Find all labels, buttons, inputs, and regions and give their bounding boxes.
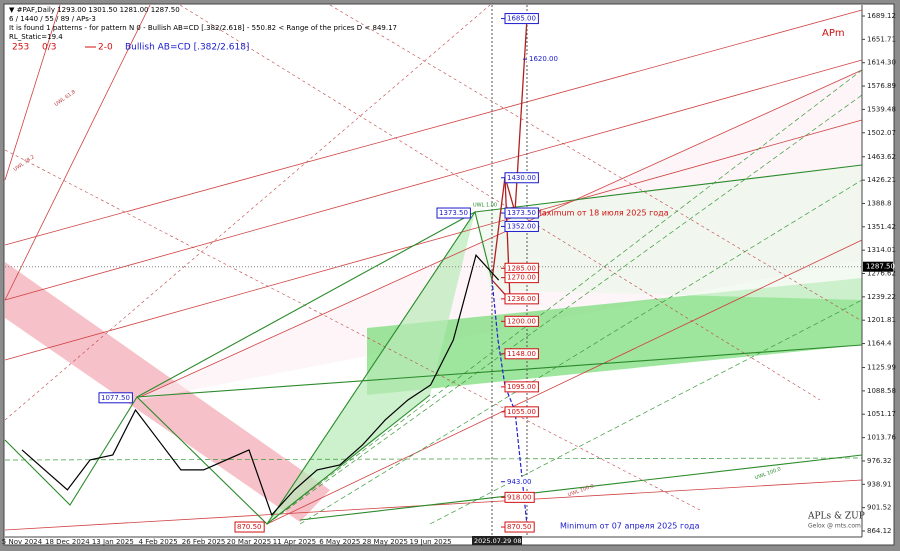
level-label: 918.00: [507, 493, 532, 501]
current-price-label: 1287.50: [866, 263, 895, 271]
level-box: [504, 272, 539, 284]
header-static: RL_Static=19.4: [9, 33, 63, 41]
y-tick-label: 1088.58: [867, 387, 896, 395]
fan-label: UWL 1.00: [473, 203, 497, 209]
x-tick-label: 26 Feb 2025: [182, 538, 226, 546]
cursor-time-tag: [472, 536, 522, 545]
level-box: [504, 521, 535, 533]
projection-blue: [491, 279, 528, 526]
corner-label: APm: [822, 28, 845, 39]
y-tick-label: 1426.21: [867, 176, 896, 184]
level-box: [504, 381, 539, 393]
level-label: 1373.50: [439, 209, 468, 217]
x-tick-label: 11 Apr 2025: [273, 538, 316, 546]
cursor-time: 2025.07.29 08:28: [474, 537, 532, 545]
dashed-fans: [4, 4, 861, 511]
y-tick-label: 901.52: [867, 504, 892, 512]
y-tick-label: 938.91: [867, 480, 892, 488]
y-tick-label: 1013.76: [867, 434, 896, 442]
level-box: [505, 476, 535, 487]
y-tick-label: 976.32: [867, 457, 892, 465]
header-params: 6 / 1440 / 55 / 89 / APs-3: [9, 15, 96, 23]
y-tick-label: 1651.71: [867, 35, 896, 43]
level-label: 1685.00: [507, 15, 536, 23]
pattern-count: 253: [12, 43, 29, 53]
level-box: [98, 392, 133, 404]
level-box: [504, 172, 539, 184]
level-label: 1236.00: [507, 295, 536, 303]
level-box: [234, 521, 265, 533]
y-tick-label: 1689.12: [867, 12, 896, 20]
current-price-tag: [863, 261, 893, 272]
y-tick-label: 1314.01: [867, 246, 896, 254]
level-box: [436, 207, 471, 219]
y-tick-label: 1576.89: [867, 82, 896, 90]
max-note: Maximum от 18 июля 2025 года: [535, 209, 669, 218]
y-tick-label: 1351.42: [867, 223, 896, 231]
level-label: 1055.00: [507, 408, 536, 416]
x-tick-label: 19 Jun 2025: [410, 538, 452, 546]
y-tick-label: 1125.99: [867, 364, 896, 372]
x-tick-label: 18 Dec 2024: [45, 538, 90, 546]
y-tick-label: 1463.62: [867, 153, 896, 161]
level-box: [504, 491, 535, 503]
x-tick-label: 28 May 2025: [362, 538, 408, 546]
y-tick-label: 864.12: [867, 527, 892, 535]
level-label: 1373.50: [507, 209, 536, 217]
y-tick-label: 1502.07: [867, 129, 896, 137]
level-box: [504, 207, 539, 219]
min-note: Minimum от 07 апреля 2025 года: [560, 522, 700, 531]
level-box: [504, 293, 539, 305]
pattern-ratio: 0/3: [42, 43, 56, 53]
legend-line: 2-0: [98, 43, 113, 53]
x-tick-label: 13 Jan 2025: [92, 538, 134, 546]
green-fan: [475, 165, 862, 300]
level-label: 1430.00: [507, 174, 536, 182]
pattern-green: [4, 164, 863, 525]
y-tick-label: 1614.30: [867, 59, 896, 67]
watermark: APLs & ZUP: [807, 512, 865, 522]
price-line: [21, 253, 500, 516]
level-label: 1095.00: [507, 383, 536, 391]
y-tick-label: 1164.4: [867, 340, 892, 348]
level-box: [527, 54, 561, 65]
x-tick-label: 6 May 2025: [319, 538, 360, 546]
pattern-name: Bullish AB=CD [.382/2.618]: [125, 43, 249, 53]
fan-lines: [4, 4, 863, 531]
level-box: [504, 13, 539, 25]
x-tick-label: 4 Feb 2025: [139, 538, 178, 546]
level-label: 870.50: [507, 523, 532, 531]
level-box: [504, 220, 539, 232]
level-box: [504, 406, 539, 418]
level-label: 1200.00: [507, 317, 536, 325]
level-box: [504, 348, 539, 360]
level-label: 1285.00: [507, 264, 536, 272]
header-info: It is found 1 patterns - for pattern N 0…: [9, 24, 397, 32]
level-label: 870.50: [237, 523, 262, 531]
x-tick-label: 20 Mar 2025: [227, 538, 271, 546]
level-label: 1270.00: [507, 274, 536, 282]
level-label: 1148.00: [507, 350, 536, 358]
level-label: 1620.00: [529, 55, 558, 63]
y-tick-label: 1388.8: [867, 199, 892, 207]
x-tick-label: 5 Nov 2024: [2, 538, 43, 546]
green-dashed: [4, 69, 863, 525]
y-tick-label: 1239.22: [867, 293, 896, 301]
level-box: [504, 315, 539, 327]
level-label: 1352.00: [507, 222, 536, 230]
y-tick-label: 1539.48: [867, 105, 896, 113]
level-label: 943.00: [507, 478, 532, 486]
header-symbol: ▼ #PAF,Daily 1293.00 1301.50 1281.00 128…: [9, 6, 180, 14]
green-channel: [367, 278, 862, 395]
y-tick-label: 1201.81: [867, 316, 896, 324]
watermark: Gelox @ mts.com: [808, 523, 861, 530]
y-tick-label: 1276.62: [867, 270, 896, 278]
y-tick-label: 1051.17: [867, 410, 896, 418]
level-label: 1077.50: [101, 394, 130, 402]
